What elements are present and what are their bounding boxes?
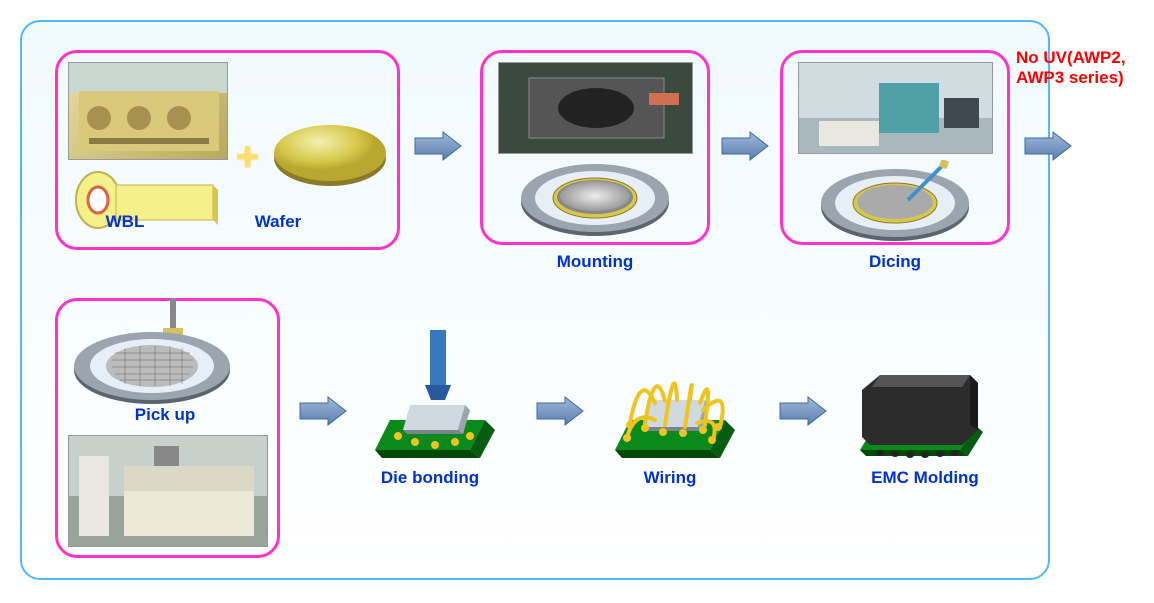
arrow-2 — [720, 130, 770, 162]
arrow-6 — [778, 395, 828, 427]
label-pickup: Pick up — [120, 405, 210, 425]
plus-icon: + — [236, 135, 259, 180]
arrow-1 — [413, 130, 463, 162]
arrow-3 — [1023, 130, 1073, 162]
arrow-5 — [535, 395, 585, 427]
graphic-emc-molding — [850, 345, 1000, 465]
photo-pickup-machine — [68, 435, 268, 547]
label-dicing: Dicing — [855, 252, 935, 272]
note-no-uv: No UV(AWP2, AWP3 series) — [1016, 48, 1126, 89]
note-line1: No UV(AWP2, — [1016, 48, 1126, 67]
graphic-wafer — [270, 120, 390, 190]
label-wafer: Wafer — [243, 212, 313, 232]
label-emc: EMC Molding — [855, 468, 995, 488]
arrow-4 — [298, 395, 348, 427]
photo-wbl-machine — [68, 62, 228, 160]
note-line2: AWP3 series) — [1016, 68, 1124, 87]
graphic-die-bonding — [370, 330, 505, 460]
photo-mounting-machine — [498, 62, 693, 154]
label-diebond: Die bonding — [355, 468, 505, 488]
graphic-dicing-ring — [818, 160, 973, 245]
graphic-mounting-ring — [518, 160, 673, 240]
graphic-pickup-ring — [70, 298, 235, 408]
label-mounting: Mounting — [545, 252, 645, 272]
label-wbl: WBL — [95, 212, 155, 232]
graphic-wiring — [605, 345, 750, 465]
label-wiring: Wiring — [625, 468, 715, 488]
photo-dicing-machine — [798, 62, 993, 154]
